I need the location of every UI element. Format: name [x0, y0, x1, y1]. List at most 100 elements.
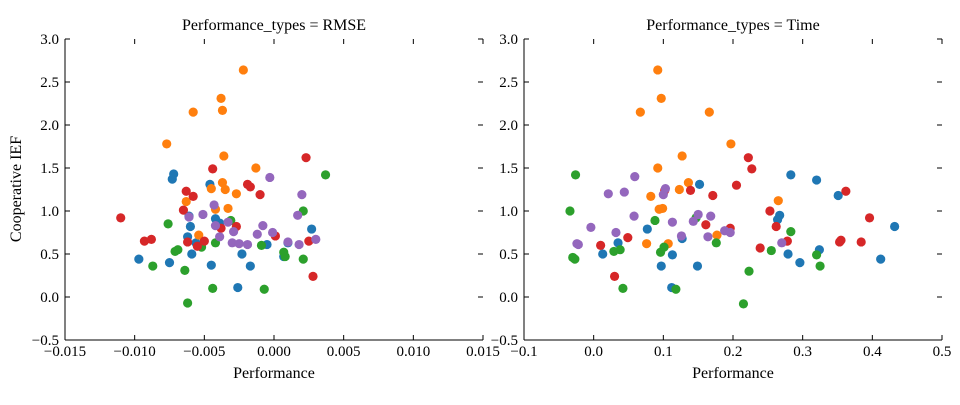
- data-point: [307, 224, 317, 234]
- panel-2-series-purple: [572, 172, 787, 250]
- data-point: [293, 210, 303, 220]
- data-point: [635, 107, 645, 117]
- panel-2-series-blue: [598, 170, 900, 293]
- data-point: [812, 250, 822, 260]
- data-point: [773, 196, 783, 206]
- data-point: [217, 178, 228, 188]
- data-point: [812, 175, 822, 185]
- data-point: [192, 241, 202, 251]
- data-point: [596, 240, 606, 250]
- data-point: [783, 249, 793, 259]
- data-point: [163, 219, 173, 229]
- panel-1-series-green: [148, 170, 331, 308]
- data-point: [245, 182, 255, 192]
- panel-1-y-tick-label: −0.5: [32, 333, 59, 349]
- panel-2-x-tick-label: 0.0: [584, 344, 603, 360]
- data-point: [301, 153, 311, 163]
- panel-2-y-tick-label: 1.0: [499, 204, 518, 220]
- data-point: [116, 213, 126, 223]
- data-point: [237, 249, 247, 259]
- data-point: [890, 221, 900, 232]
- data-point: [706, 211, 716, 221]
- data-point: [703, 232, 713, 242]
- data-point: [694, 179, 705, 189]
- data-point: [223, 217, 233, 227]
- data-point: [795, 258, 805, 268]
- panel-1-title: Performance_types = RMSE: [182, 17, 366, 34]
- data-point: [573, 239, 583, 250]
- data-point: [297, 190, 307, 200]
- data-point: [712, 230, 722, 240]
- data-point: [164, 258, 175, 268]
- data-point: [598, 249, 608, 259]
- data-point: [586, 222, 596, 232]
- panel-1-x-tick-label: 0.005: [327, 344, 361, 360]
- panel-2-x-tick-label: 0.4: [863, 344, 882, 360]
- panel-2-y-tick-label: 0.0: [499, 290, 518, 306]
- data-point: [169, 169, 179, 179]
- panel-2-title: Performance_types = Time: [646, 17, 819, 34]
- data-point: [194, 230, 204, 240]
- panel-2-x-tick-label: −0.1: [510, 344, 537, 360]
- data-point: [268, 227, 278, 238]
- data-point: [146, 234, 156, 244]
- data-point: [188, 191, 198, 201]
- data-point: [659, 242, 669, 252]
- data-point: [183, 237, 193, 247]
- data-point: [233, 282, 243, 293]
- data-point: [219, 151, 229, 161]
- data-point: [836, 235, 846, 245]
- panel-2-y-tick-label: 0.5: [499, 247, 518, 263]
- data-point: [181, 196, 191, 207]
- panel-1-y-tick-label: 3.0: [40, 32, 59, 48]
- data-point: [685, 185, 696, 195]
- data-point: [181, 186, 191, 196]
- data-point: [611, 227, 621, 238]
- data-point: [228, 227, 239, 237]
- panel-2-y-tick-label: 2.0: [499, 118, 518, 134]
- data-point: [833, 190, 843, 201]
- data-point: [255, 190, 265, 200]
- data-point: [570, 254, 580, 264]
- data-point: [311, 234, 321, 244]
- data-point: [210, 221, 221, 231]
- data-point: [766, 245, 776, 256]
- data-point: [251, 163, 261, 173]
- data-point: [856, 237, 866, 247]
- panel-1-y-tick-label: 0.5: [40, 247, 59, 263]
- panel-2-y-tick-label: 2.5: [499, 75, 518, 91]
- panel-1-y-tick-label: 0.0: [40, 290, 59, 306]
- data-point: [609, 271, 620, 281]
- data-point: [677, 151, 687, 161]
- data-point: [772, 215, 783, 225]
- data-point: [708, 190, 718, 201]
- data-point: [209, 200, 219, 210]
- panel-1-x-tick-label: −0.005: [183, 344, 225, 360]
- data-point: [656, 93, 666, 103]
- data-point: [815, 261, 825, 271]
- data-point: [676, 231, 687, 241]
- data-point: [683, 178, 694, 188]
- data-point: [671, 284, 681, 294]
- data-point: [187, 249, 197, 259]
- data-point: [185, 221, 195, 232]
- data-point: [206, 260, 216, 270]
- data-point: [667, 217, 677, 227]
- data-point: [726, 139, 736, 149]
- data-point: [139, 236, 150, 246]
- data-point: [667, 250, 677, 260]
- data-point: [603, 189, 613, 199]
- data-point: [711, 238, 721, 248]
- panel-1-x-tick-label: −0.010: [114, 344, 156, 360]
- panel-2-x-tick-label: 0.2: [724, 344, 743, 360]
- panel-1-x-tick-label: 0.010: [396, 344, 430, 360]
- panel-2-y-tick-label: 1.5: [499, 161, 518, 177]
- data-point: [841, 186, 851, 196]
- data-point: [320, 170, 331, 180]
- panel-1-series-orange: [162, 65, 261, 240]
- data-point: [199, 236, 209, 246]
- data-point: [259, 284, 269, 294]
- data-point: [227, 238, 237, 248]
- data-point: [786, 170, 796, 180]
- data-point: [180, 265, 190, 275]
